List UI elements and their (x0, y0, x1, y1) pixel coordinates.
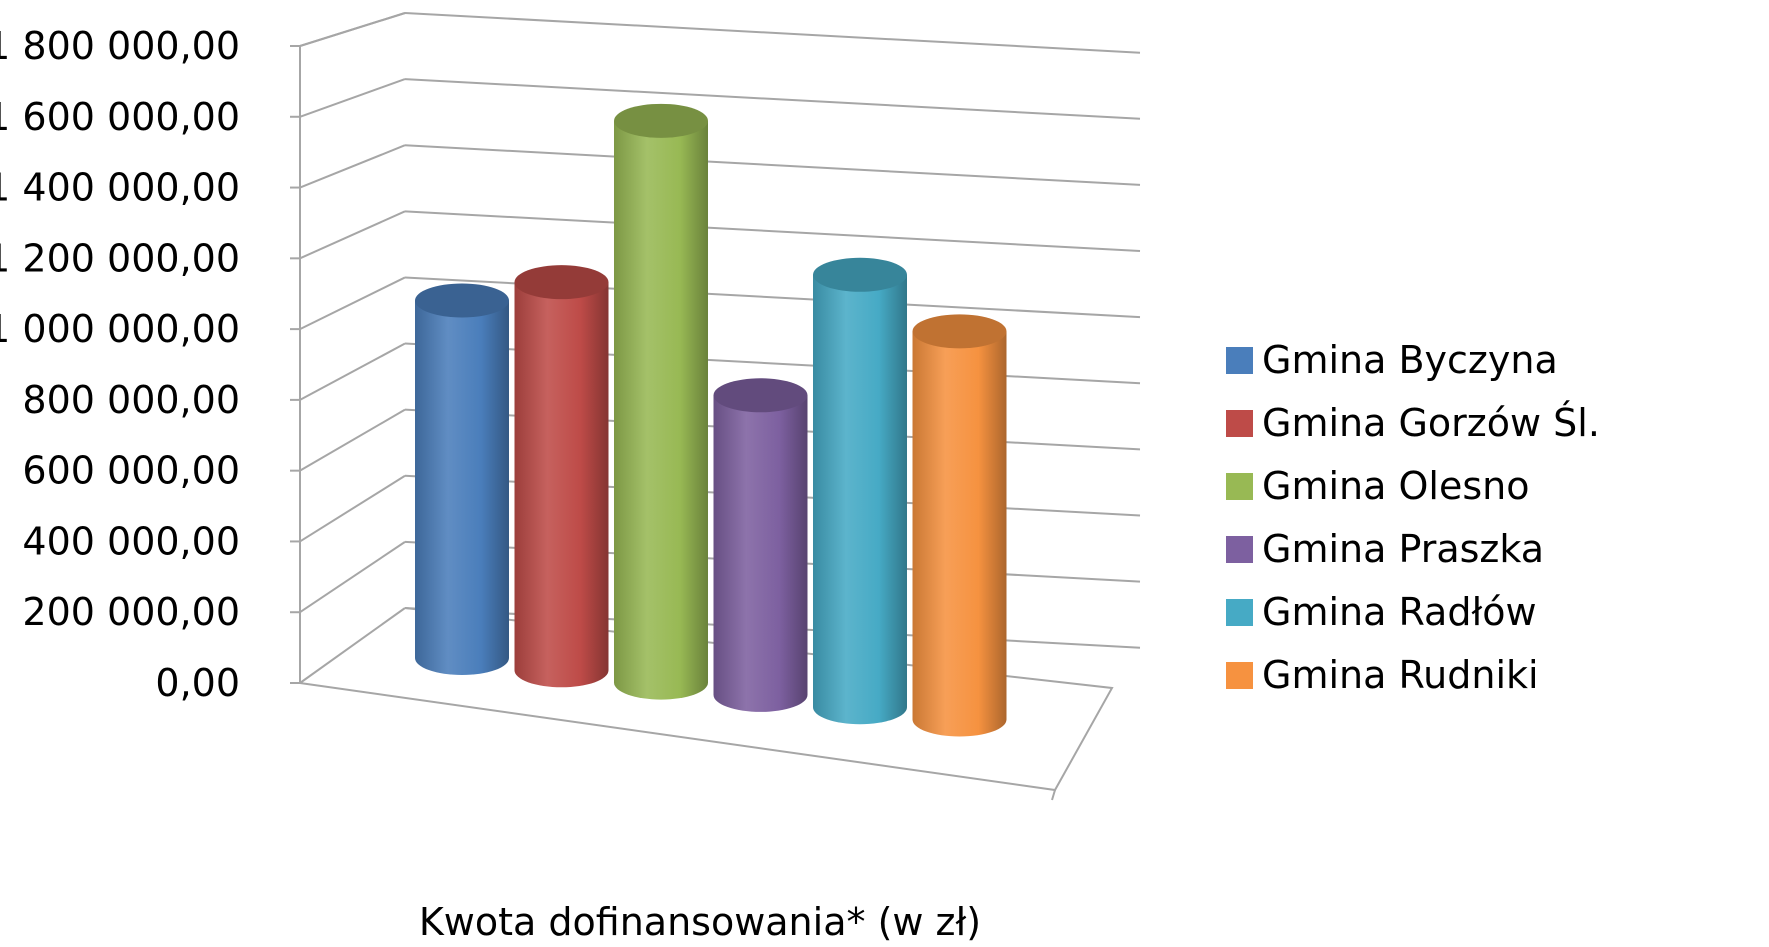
gridline-back (404, 78, 1141, 120)
legend-label: Gmina Radłów (1262, 590, 1537, 634)
y-tick-label: 200 000,00 (22, 590, 240, 634)
gridline-side (299, 144, 406, 189)
bar-cylinder (614, 103, 708, 700)
gridline-side (299, 12, 406, 47)
gridline-side (299, 276, 406, 331)
bar-cylinder (813, 257, 907, 725)
gridline-side (299, 78, 406, 118)
bar-top (813, 257, 907, 292)
bar-top (514, 265, 609, 300)
gridline-side (299, 210, 406, 260)
y-tick-label: 400 000,00 (22, 519, 240, 563)
legend-label: Gmina Olesno (1262, 464, 1529, 508)
legend-swatch (1226, 347, 1253, 374)
gridline-side (299, 474, 406, 543)
floor-corner-tick (1051, 789, 1056, 801)
legend-label: Gmina Byczyna (1262, 338, 1558, 382)
bar-top (713, 378, 808, 413)
gridline-side (299, 607, 406, 684)
bar-top (614, 103, 708, 138)
bar-cylinder (514, 265, 609, 688)
y-tick-label: 1 800 000,00 (0, 24, 240, 68)
bar-top (912, 314, 1007, 349)
x-axis-label: Kwota dofinansowania* (w zł) (419, 900, 981, 944)
y-axis: 0,00 200 000,00 400 000,00 600 000,00 800 00… (0, 24, 300, 705)
y-tick-label: 1 200 000,00 (0, 236, 240, 280)
gridline-back (404, 144, 1141, 186)
legend: Gmina Byczyna Gmina Gorzów Śl. Gmina Olesn… (1226, 338, 1600, 697)
y-tick-label: 800 000,00 (22, 378, 240, 422)
legend-swatch (1226, 536, 1253, 563)
legend-swatch (1226, 410, 1253, 437)
legend-label: Gmina Rudniki (1262, 653, 1539, 697)
gridline-back (404, 210, 1141, 253)
bar-body (415, 300, 509, 675)
y-tick-label: 600 000,00 (22, 449, 240, 493)
gridline-side (299, 541, 406, 614)
bar-body (514, 282, 609, 688)
bar-body (813, 274, 907, 725)
legend-label: Gmina Praszka (1262, 527, 1544, 571)
bar-body (713, 395, 808, 712)
legend-label: Gmina Gorzów Śl. (1262, 401, 1600, 445)
y-tick-label: 1 400 000,00 (0, 166, 240, 210)
bar-cylinder (713, 378, 808, 712)
gridline-side (299, 342, 406, 401)
bar-cylinder (415, 283, 509, 675)
legend-swatch (1226, 599, 1253, 626)
bar-body (912, 331, 1007, 737)
legend-swatch (1226, 662, 1253, 689)
bar-top (415, 283, 509, 318)
gridline-back (404, 12, 1141, 54)
y-tick-label: 1 600 000,00 (0, 95, 240, 139)
legend-swatch (1226, 473, 1253, 500)
bars (415, 103, 1007, 737)
bar-cylinder (912, 314, 1007, 737)
side-wall-edge (299, 12, 406, 683)
bar-body (614, 120, 708, 700)
gridline-side (299, 408, 406, 472)
y-tick-label: 1 000 000,00 (0, 307, 240, 351)
y-tick-label: 0,00 (155, 661, 240, 705)
